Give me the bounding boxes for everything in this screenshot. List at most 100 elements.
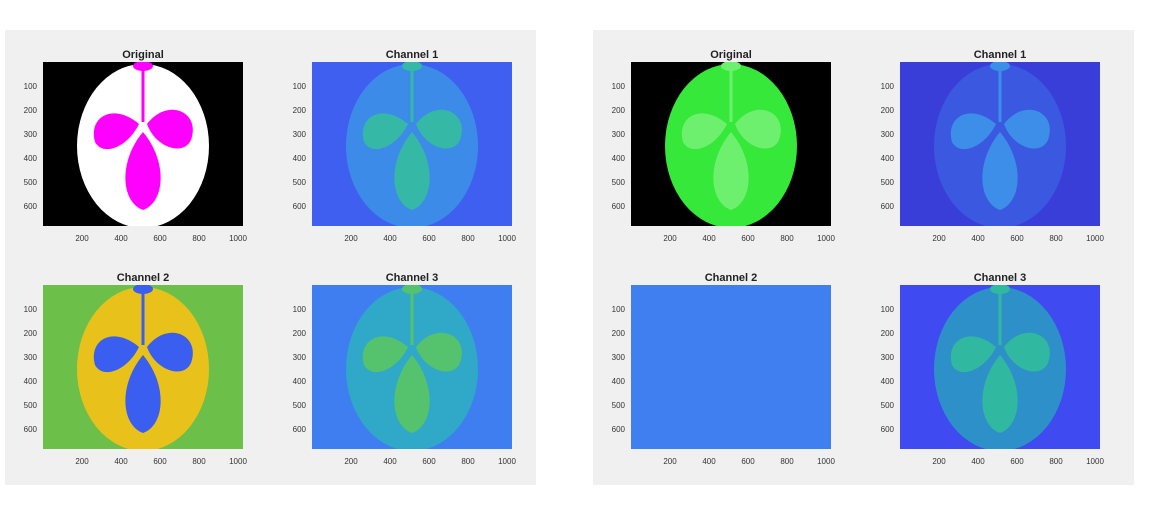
x-tick-label: 400 — [971, 234, 985, 243]
y-tick-label: 100 — [23, 305, 37, 314]
y-tick-label: 400 — [611, 377, 625, 386]
x-tick-label: 600 — [741, 457, 755, 466]
y-tick-label: 300 — [292, 353, 306, 362]
figure-left: Original 100 200 300 400 500 600 200 400 600 800 10… — [5, 30, 536, 485]
panel-2: Channel 1 100 200 300 400 500 600 200 400 600 800 1… — [881, 49, 1104, 243]
x-tick-label: 800 — [780, 234, 794, 243]
figure-right: Original 100 200 300 400 500 600 200 400 600 800 10… — [593, 30, 1134, 485]
y-tick-label: 100 — [880, 82, 894, 91]
y-tick-label: 300 — [611, 353, 625, 362]
y-tick-label: 200 — [292, 106, 306, 115]
y-tick-label: 600 — [23, 202, 37, 211]
panel-2: Channel 1 100 200 300 400 500 600 200 400 600 800 1… — [293, 49, 516, 243]
y-tick-label: 300 — [611, 130, 625, 139]
x-tick-label: 800 — [780, 457, 794, 466]
x-tick-label: 200 — [663, 234, 677, 243]
y-tick-label: 400 — [292, 377, 306, 386]
y-tick-label: 600 — [23, 425, 37, 434]
channel-image — [631, 285, 831, 449]
x-tick-label: 800 — [1049, 234, 1063, 243]
panel-1: Original 100 200 300 400 500 600 200 400 600 800 10… — [612, 49, 835, 243]
y-tick-label: 400 — [23, 154, 37, 163]
y-tick-label: 500 — [880, 178, 894, 187]
y-tick-label: 500 — [880, 401, 894, 410]
x-tick-label: 1000 — [1086, 234, 1104, 243]
channel-image — [900, 285, 1100, 449]
y-tick-label: 500 — [611, 401, 625, 410]
y-tick-label: 300 — [880, 353, 894, 362]
y-tick-label: 300 — [880, 130, 894, 139]
x-tick-label: 400 — [702, 234, 716, 243]
x-tick-label: 200 — [932, 457, 946, 466]
panel-4: Channel 3 100 200 300 400 500 600 200 400 600 800 1… — [293, 272, 516, 466]
x-tick-label: 200 — [932, 234, 946, 243]
panel-3: Channel 2 100 200 300 400 500 600 200 400 600 800 1… — [612, 272, 835, 466]
panel-title: Channel 3 — [973, 272, 1027, 284]
y-tick-label: 100 — [611, 82, 625, 91]
channel-image — [631, 62, 831, 226]
y-tick-label: 400 — [611, 154, 625, 163]
y-tick-label: 500 — [23, 178, 37, 187]
channel-image — [43, 285, 243, 449]
panel-title: Channel 1 — [973, 49, 1027, 61]
x-tick-label: 800 — [461, 457, 475, 466]
y-tick-label: 100 — [23, 82, 37, 91]
x-tick-label: 1000 — [817, 234, 835, 243]
x-tick-label: 400 — [114, 457, 128, 466]
y-tick-label: 200 — [611, 106, 625, 115]
y-tick-label: 200 — [23, 329, 37, 338]
x-tick-label: 1000 — [498, 457, 516, 466]
channel-image — [312, 62, 512, 226]
channel-image — [900, 62, 1100, 226]
x-tick-label: 600 — [422, 234, 436, 243]
x-tick-label: 1000 — [1086, 457, 1104, 466]
y-tick-label: 300 — [292, 130, 306, 139]
panel-title: Channel 2 — [704, 272, 758, 284]
x-tick-label: 600 — [741, 234, 755, 243]
y-tick-label: 300 — [23, 353, 37, 362]
y-tick-label: 500 — [611, 178, 625, 187]
panel-title: Channel 3 — [385, 272, 439, 284]
panel-title: Original — [122, 49, 164, 61]
x-tick-label: 200 — [344, 234, 358, 243]
y-tick-label: 400 — [880, 154, 894, 163]
y-tick-label: 600 — [880, 425, 894, 434]
x-tick-label: 200 — [663, 457, 677, 466]
panel-3: Channel 2 100 200 300 400 500 600 200 400 600 800 1… — [24, 272, 247, 466]
panel-title: Channel 2 — [116, 272, 170, 284]
x-tick-label: 600 — [1010, 234, 1024, 243]
y-tick-label: 100 — [880, 305, 894, 314]
y-tick-label: 400 — [23, 377, 37, 386]
y-tick-label: 500 — [292, 401, 306, 410]
panel-1: Original 100 200 300 400 500 600 200 400 600 800 10… — [24, 49, 247, 243]
x-tick-label: 400 — [114, 234, 128, 243]
y-tick-label: 600 — [880, 202, 894, 211]
x-tick-label: 400 — [702, 457, 716, 466]
y-tick-label: 200 — [292, 329, 306, 338]
y-tick-label: 200 — [880, 106, 894, 115]
x-tick-label: 200 — [75, 234, 89, 243]
y-tick-label: 400 — [292, 154, 306, 163]
x-tick-label: 1000 — [498, 234, 516, 243]
y-tick-label: 600 — [292, 202, 306, 211]
x-tick-label: 600 — [1010, 457, 1024, 466]
x-tick-label: 600 — [153, 234, 167, 243]
x-tick-label: 200 — [75, 457, 89, 466]
y-tick-label: 500 — [23, 401, 37, 410]
channel-image — [312, 285, 512, 449]
y-tick-label: 200 — [23, 106, 37, 115]
panel-title: Channel 1 — [385, 49, 439, 61]
x-tick-label: 800 — [1049, 457, 1063, 466]
x-tick-label: 600 — [422, 457, 436, 466]
y-tick-label: 400 — [880, 377, 894, 386]
x-tick-label: 800 — [192, 457, 206, 466]
x-tick-label: 800 — [461, 234, 475, 243]
y-tick-label: 500 — [292, 178, 306, 187]
panel-4: Channel 3 100 200 300 400 500 600 200 400 600 800 1… — [881, 272, 1104, 466]
y-tick-label: 200 — [880, 329, 894, 338]
x-tick-label: 800 — [192, 234, 206, 243]
y-tick-label: 100 — [292, 305, 306, 314]
x-tick-label: 1000 — [229, 234, 247, 243]
channel-image — [43, 62, 243, 226]
x-tick-label: 400 — [383, 457, 397, 466]
